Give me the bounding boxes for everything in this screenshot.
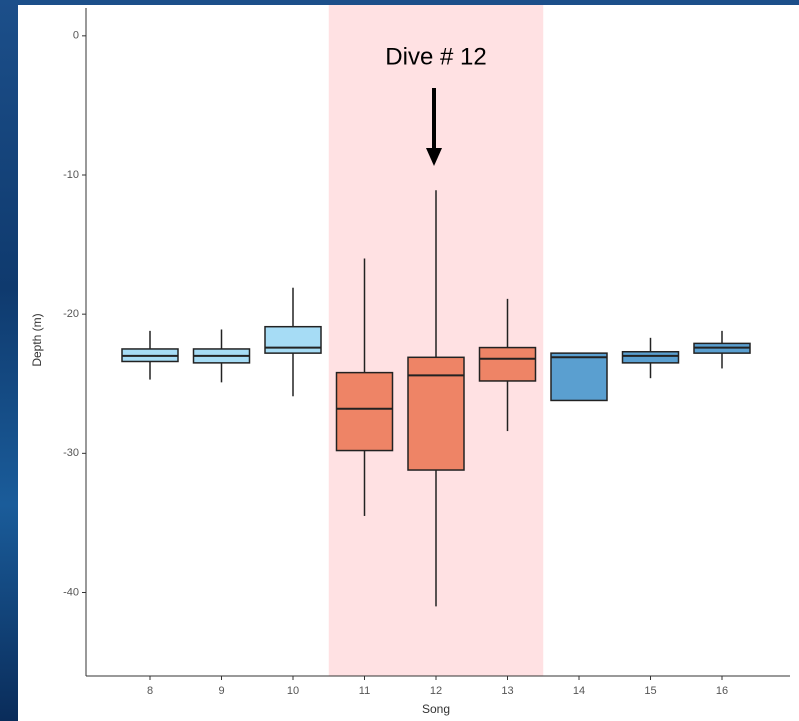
box (621, 350, 680, 364)
x-tick-label: 12 (430, 685, 442, 697)
x-tick-label: 9 (218, 685, 224, 697)
box (264, 325, 322, 354)
box (407, 356, 465, 471)
x-tick-label: 11 (359, 685, 370, 697)
x-axis-label: Song (422, 702, 450, 716)
x-tick-label: 10 (287, 685, 299, 697)
y-tick-label: 0 (73, 30, 79, 42)
x-tick-label: 8 (147, 685, 153, 697)
arrow-head (426, 148, 442, 166)
y-axis-label: Depth (m) (30, 313, 44, 366)
box (478, 346, 537, 382)
box (550, 352, 608, 402)
annotation: Dive # 12 (385, 43, 486, 70)
y-tick-label: -10 (63, 169, 79, 181)
x-tick-label: 16 (716, 685, 728, 697)
x-tick-label: 13 (501, 685, 513, 697)
y-tick-label: -20 (63, 308, 79, 320)
x-tick-label: 15 (644, 685, 656, 697)
y-tick-label: -30 (63, 447, 79, 459)
x-tick-label: 14 (573, 685, 585, 697)
box (335, 371, 394, 452)
y-tick-label: -40 (63, 586, 79, 598)
